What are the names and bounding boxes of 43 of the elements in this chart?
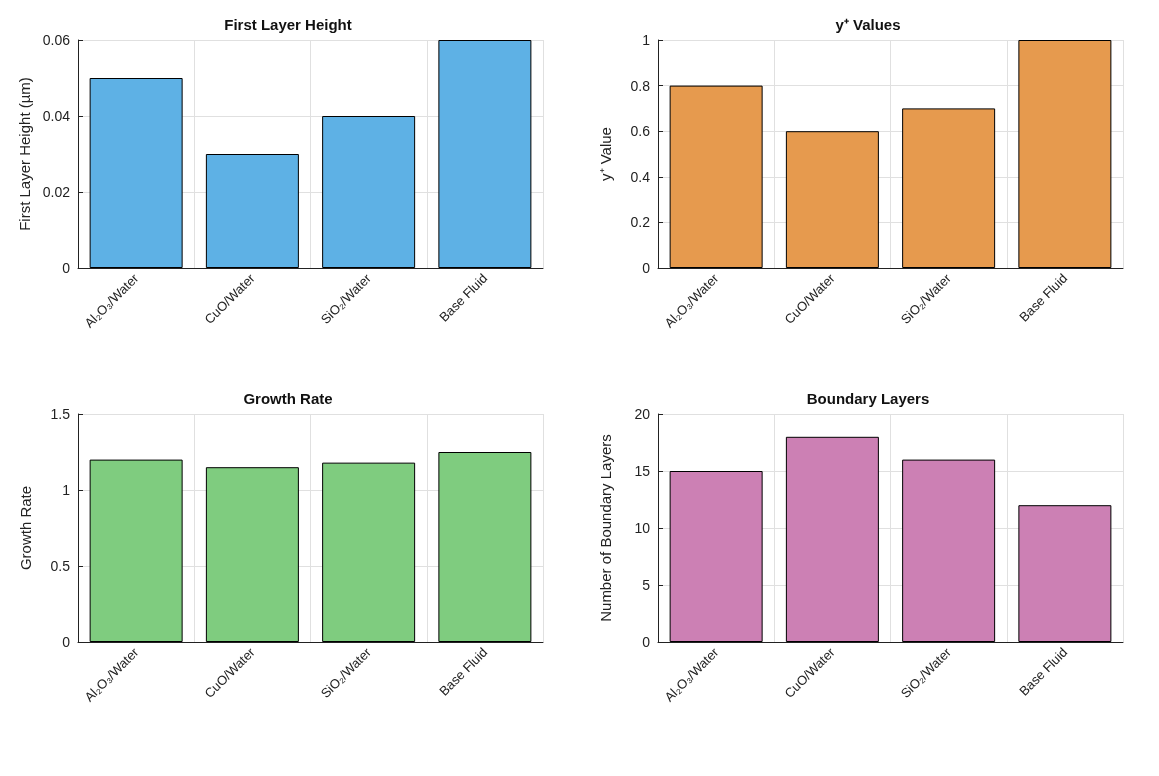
y-tick-label: 0.8 — [630, 77, 651, 94]
bar — [205, 467, 299, 642]
y-tick-label: 0.02 — [42, 184, 71, 200]
y-tick-label: 0.4 — [630, 168, 651, 185]
y-tick-label: 0.5 — [50, 558, 71, 574]
chart-title: Boundary Layers — [806, 390, 930, 407]
y-tick-label: 0 — [62, 634, 71, 650]
bar — [1018, 40, 1112, 268]
y-tick-label: 1.5 — [50, 406, 71, 422]
y-tick-label: 0.04 — [42, 108, 71, 124]
bar — [322, 116, 416, 268]
y-tick-label: 0 — [62, 260, 71, 276]
bar — [669, 471, 763, 642]
bar — [1018, 505, 1112, 642]
y-axis-title: y⁺ Value — [597, 127, 614, 181]
bar — [902, 459, 996, 642]
chart-title: Growth Rate — [243, 390, 333, 407]
y-tick-label: 0 — [642, 634, 651, 650]
y-tick-label: 1 — [642, 32, 651, 48]
bar — [785, 131, 879, 268]
bar — [438, 452, 532, 642]
y-tick-label: 1 — [62, 482, 71, 498]
bar — [89, 78, 183, 268]
bar — [89, 459, 183, 642]
y-tick-label: 20 — [634, 406, 651, 422]
y-tick-label: 10 — [634, 520, 651, 536]
bar — [669, 85, 763, 268]
chart-title: First Layer Height — [224, 16, 352, 33]
bar — [205, 154, 299, 268]
bar — [438, 40, 532, 268]
bar — [785, 436, 879, 642]
y-tick-label: 0.06 — [42, 32, 71, 48]
y-tick-label: 5 — [642, 577, 651, 593]
bar — [322, 462, 416, 642]
y-axis-title: Growth Rate — [17, 485, 34, 571]
y-tick-label: 15 — [634, 463, 651, 479]
y-axis-title: First Layer Height (µm) — [15, 77, 33, 231]
y-tick-label: 0 — [642, 260, 651, 276]
y-axis-title: Number of Boundary Layers — [597, 434, 614, 622]
y-tick-label: 0.6 — [630, 123, 651, 140]
bar — [902, 108, 996, 268]
y-tick-label: 0.2 — [630, 214, 651, 231]
chart-title: y⁺ Values — [835, 16, 901, 33]
